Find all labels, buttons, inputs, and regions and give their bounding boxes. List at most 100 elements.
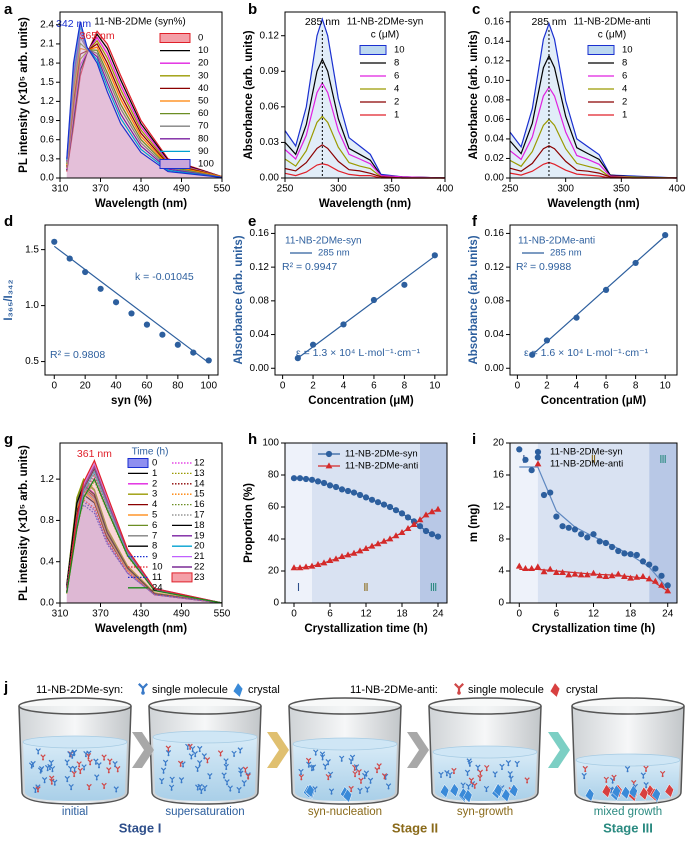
data-point xyxy=(571,570,579,577)
legend-label: 23 xyxy=(194,572,205,583)
molecule-head xyxy=(613,778,615,781)
data-point xyxy=(404,514,412,521)
molecule-head xyxy=(88,788,91,791)
y-tick-label: 16 xyxy=(493,470,505,481)
legend-label: 12 xyxy=(194,458,205,469)
data-point xyxy=(559,523,566,530)
molecule-head xyxy=(583,777,586,780)
crystal-icon xyxy=(628,784,638,799)
series-line xyxy=(66,30,223,178)
x-tick-label: 6 xyxy=(603,381,609,392)
data-point xyxy=(326,557,334,563)
x-tick-label: 100 xyxy=(200,381,217,392)
crystal-icon xyxy=(549,682,561,698)
molecule-head xyxy=(43,781,46,784)
x-tick-label: 18 xyxy=(625,609,637,620)
y-tick-label: 4 xyxy=(498,566,504,577)
y-tick-label: 0.0 xyxy=(40,598,54,609)
annotation: 361 nm xyxy=(77,448,112,460)
legend-label: 1 xyxy=(622,110,627,121)
data-point xyxy=(392,507,400,514)
data-point xyxy=(552,569,560,575)
y-axis-label: Proportion (%) xyxy=(243,483,255,563)
molecule-head xyxy=(449,776,452,779)
legend-label: crystal xyxy=(248,684,280,696)
molecule-head xyxy=(225,762,227,765)
beaker-liquid xyxy=(433,752,537,801)
y-axis-label: Absorbance (arb. units) xyxy=(243,30,255,159)
molecule-head xyxy=(206,761,209,764)
beaker-rim xyxy=(571,697,685,715)
legend-title: 11-NB-2DMe-syn xyxy=(285,236,362,247)
y-tick-label: 60 xyxy=(268,502,280,513)
molecule-head xyxy=(440,776,442,779)
y-tick-label: 0.02 xyxy=(485,153,505,164)
molecule-head xyxy=(479,779,481,782)
panel-letter: h xyxy=(248,431,257,448)
y-tick-label: 0.12 xyxy=(485,262,505,273)
molecule-head xyxy=(350,762,353,765)
x-axis-label: Wavelength (nm) xyxy=(319,198,411,210)
series-line xyxy=(66,465,223,604)
y-tick-label: 12 xyxy=(493,502,505,513)
stage-region xyxy=(420,443,447,603)
y-axis-label: I₃₆₅/I₃₄₂ xyxy=(3,279,15,320)
legend-swatch xyxy=(127,458,149,468)
y-axis-label: m (mg) xyxy=(468,504,480,543)
legend-label: 4 xyxy=(622,84,627,95)
y-tick-label: 0.12 xyxy=(260,30,280,41)
beaker-rim xyxy=(428,697,542,715)
legend-title: 11-NB-2DMe-syn xyxy=(347,17,424,28)
legend-label: 10 xyxy=(152,562,163,573)
y-tick-label: 0 xyxy=(273,598,279,609)
panel-letter: a xyxy=(4,1,13,18)
legend-label: 80 xyxy=(198,133,209,144)
data-point xyxy=(362,545,370,551)
x-tick-label: 300 xyxy=(330,184,347,195)
y-axis-label: Absorbance (arb. units) xyxy=(233,235,245,364)
x-tick-label: 350 xyxy=(613,184,630,195)
data-point xyxy=(546,565,554,572)
series-line xyxy=(509,145,677,179)
legend-label: 11-NB-2DMe-anti: xyxy=(350,684,438,696)
legend-label: 7 xyxy=(152,530,157,541)
molecule-head xyxy=(494,775,497,778)
data-point xyxy=(332,555,340,562)
molecule-head xyxy=(300,773,302,776)
data-point xyxy=(51,238,58,245)
x-tick-label: 370 xyxy=(92,184,109,195)
data-point xyxy=(540,491,548,499)
molecule-head xyxy=(611,781,614,784)
annotation: ε = 1.3 × 10⁴ L·mol⁻¹·cm⁻¹ xyxy=(296,347,421,359)
data-point xyxy=(662,232,669,239)
molecule-head xyxy=(66,780,69,783)
legend-label: 40 xyxy=(198,83,209,94)
molecule-head xyxy=(330,792,333,795)
x-tick-label: 24 xyxy=(662,609,674,620)
molecule-head xyxy=(73,775,76,778)
molecule-head xyxy=(307,765,310,768)
molecule-head xyxy=(114,765,117,768)
molecule-head xyxy=(186,748,189,750)
legend-label: 9 xyxy=(152,551,157,562)
molecule-head xyxy=(68,755,71,758)
liquid-surface xyxy=(432,745,538,759)
y-tick-label: 1.5 xyxy=(40,77,54,88)
data-point xyxy=(386,503,394,511)
molecule-head xyxy=(198,764,201,767)
data-point xyxy=(338,486,346,493)
x-axis-label: Crystallization time (h) xyxy=(532,623,655,635)
data-point xyxy=(350,489,358,496)
data-point xyxy=(326,482,334,489)
series-line xyxy=(66,39,223,178)
y-tick-label: 0.0 xyxy=(40,173,54,184)
molecule-head xyxy=(107,771,110,774)
legend-swatch xyxy=(359,45,387,55)
x-tick-label: 550 xyxy=(214,184,231,195)
legend-label: 6 xyxy=(622,71,627,82)
data-point xyxy=(515,562,523,569)
data-point xyxy=(401,281,408,288)
x-tick-label: 12 xyxy=(360,609,372,620)
y-tick-label: 1.8 xyxy=(40,58,54,69)
